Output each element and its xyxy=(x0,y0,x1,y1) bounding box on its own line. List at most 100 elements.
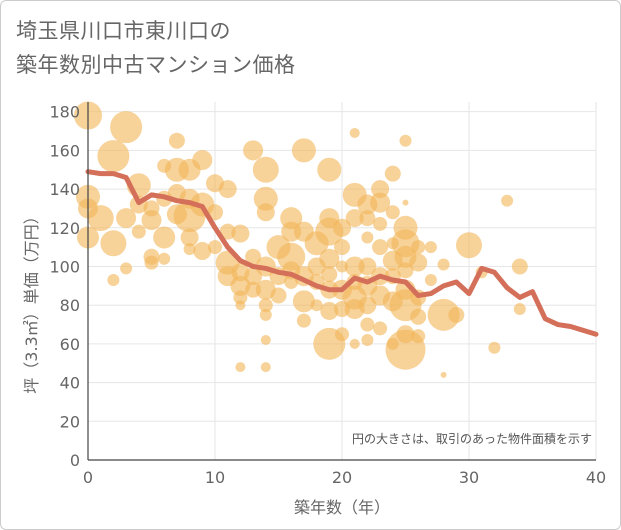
bubble-point xyxy=(372,239,389,256)
bubble-point xyxy=(349,338,360,349)
bubble-point xyxy=(252,156,279,183)
bubble-point xyxy=(424,274,437,287)
y-tick-label: 40 xyxy=(60,374,80,393)
bubble-point xyxy=(296,313,311,328)
bubble-point xyxy=(334,239,350,256)
bubble-point xyxy=(321,266,338,283)
chart-title-line-1: 埼玉県川口市東川口の xyxy=(16,19,231,43)
y-tick-label: 20 xyxy=(60,412,80,431)
bubble-point xyxy=(402,199,409,206)
bubble-point xyxy=(360,317,375,332)
bubble-point xyxy=(440,371,447,378)
bubble-point xyxy=(371,180,390,199)
bubble-point xyxy=(511,258,528,275)
x-tick-label: 10 xyxy=(205,468,225,487)
bubble-point xyxy=(410,308,427,325)
bubble-point xyxy=(144,255,159,270)
y-tick-label: 60 xyxy=(60,335,80,354)
bubble-point xyxy=(359,210,376,227)
bubble-point xyxy=(180,228,199,247)
trend-line xyxy=(85,169,599,337)
x-tick-label: 30 xyxy=(459,468,479,487)
bubble-point xyxy=(97,140,130,173)
bubble-point xyxy=(448,306,465,323)
bubble-point xyxy=(488,341,501,354)
bubble-point xyxy=(397,262,414,279)
bubble-point xyxy=(310,299,323,312)
chart-title-line-2: 築年数別中古マンション価格 xyxy=(16,53,296,77)
bubble-point xyxy=(270,287,287,304)
chart-title: 埼玉県川口市東川口の 築年数別中古マンション価格 xyxy=(16,14,296,82)
bubble-point xyxy=(183,243,196,256)
bubble-point xyxy=(116,208,137,229)
y-tick-label: 0 xyxy=(70,451,80,470)
bubble-point xyxy=(253,186,278,211)
trend-line-group xyxy=(85,169,599,337)
bubble-point xyxy=(349,127,360,138)
bubble-point xyxy=(424,241,437,254)
bubble-point xyxy=(333,218,351,237)
bubble-point xyxy=(399,134,412,147)
y-tick-label: 120 xyxy=(49,219,80,238)
bubble-point xyxy=(385,205,400,220)
bubble-point xyxy=(259,308,272,321)
bubble-point xyxy=(409,253,428,272)
bubble-point xyxy=(456,232,482,259)
bubble-point xyxy=(233,290,248,305)
bubble-point xyxy=(153,226,176,249)
bubble-point xyxy=(193,242,212,261)
bubble-point xyxy=(218,180,237,199)
bubble-point xyxy=(208,240,222,255)
bubble-point xyxy=(361,334,374,347)
bubble-point xyxy=(231,224,250,243)
y-tick-label: 160 xyxy=(49,141,80,160)
bubble-point xyxy=(373,216,388,231)
bubble-point xyxy=(373,321,388,336)
bubble-point xyxy=(361,231,374,244)
y-axis-label: 坪（3.3㎡）単価（万円） xyxy=(22,208,41,393)
bubble-point xyxy=(131,224,146,239)
bubble-point xyxy=(107,274,120,287)
bubble-point xyxy=(110,111,143,144)
bubble-point xyxy=(100,230,127,257)
bubble-point xyxy=(87,205,114,232)
y-tick-label: 140 xyxy=(49,180,80,199)
bubble-point xyxy=(292,290,315,313)
bubble-point xyxy=(320,301,339,320)
x-tick-label: 40 xyxy=(586,468,606,487)
bubble-point xyxy=(168,132,185,149)
y-tick-label: 180 xyxy=(49,103,80,122)
bubble-point xyxy=(258,298,273,313)
bubble-point xyxy=(370,192,391,213)
bubble-point xyxy=(319,248,340,269)
bubble-point xyxy=(243,140,264,161)
x-tick-label: 0 xyxy=(83,468,93,487)
bubble-point xyxy=(245,248,262,265)
bubble-point xyxy=(291,138,316,163)
bubble-point xyxy=(427,298,460,331)
bubble-point xyxy=(335,327,349,342)
bubble-point xyxy=(235,362,246,373)
axes xyxy=(87,102,596,461)
y-tick-label: 100 xyxy=(49,257,80,276)
x-axis-label: 築年数（年） xyxy=(294,498,390,517)
x-tick-label: 20 xyxy=(332,468,352,487)
bubble-point xyxy=(317,157,342,182)
bubble-point xyxy=(384,165,401,182)
bubble-point xyxy=(345,209,364,228)
y-tick-label: 80 xyxy=(60,296,80,315)
tick-labels: 0 20 40 60 80 100 120 140 160 180 0 10 20 30 40 xyxy=(49,103,606,487)
bubble-point xyxy=(513,303,526,316)
bubble-point xyxy=(260,335,271,346)
bubble-point xyxy=(336,260,348,273)
bubble-point xyxy=(235,300,246,311)
bubble-point xyxy=(437,258,450,271)
bubble-point xyxy=(120,262,133,275)
size-note: 円の大きさは、取引のあった物件面積を示す xyxy=(352,431,592,446)
bubble-point xyxy=(344,256,365,277)
bubble-point xyxy=(260,362,271,373)
bubbles xyxy=(74,101,528,378)
bubble-point xyxy=(411,329,426,344)
bubble-point xyxy=(411,240,426,255)
